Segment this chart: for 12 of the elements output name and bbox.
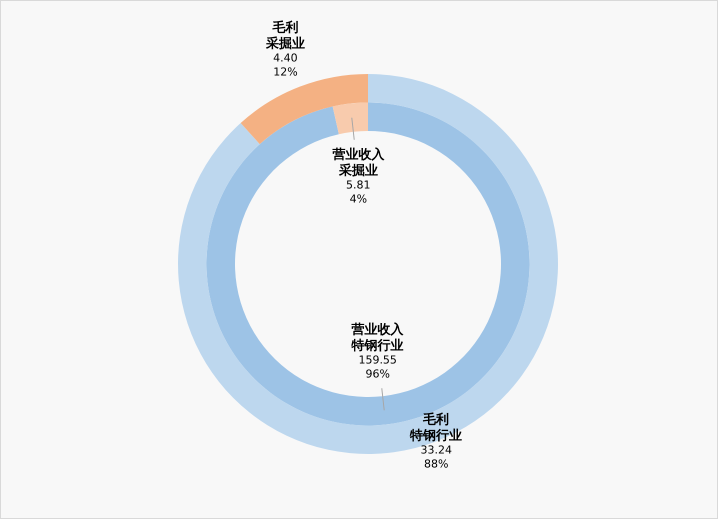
text: 毛利 [272, 20, 298, 36]
data-label: 159.55 96% [358, 353, 397, 380]
slice-label: 特钢行业 [350, 338, 404, 354]
data-label: 33.24 88% [420, 443, 452, 470]
category-label: 采掘业 [266, 36, 305, 52]
slice-label: 毛利 [422, 411, 450, 428]
data-label: 5.81 4% [346, 178, 371, 206]
slice-label: 营业收入 [331, 146, 386, 163]
text: 营业收入 [352, 322, 404, 338]
slice-label: 特钢行业 [409, 428, 462, 444]
slice-label: 采掘业 [338, 162, 378, 179]
data-label: 4.40 12% [273, 51, 298, 78]
